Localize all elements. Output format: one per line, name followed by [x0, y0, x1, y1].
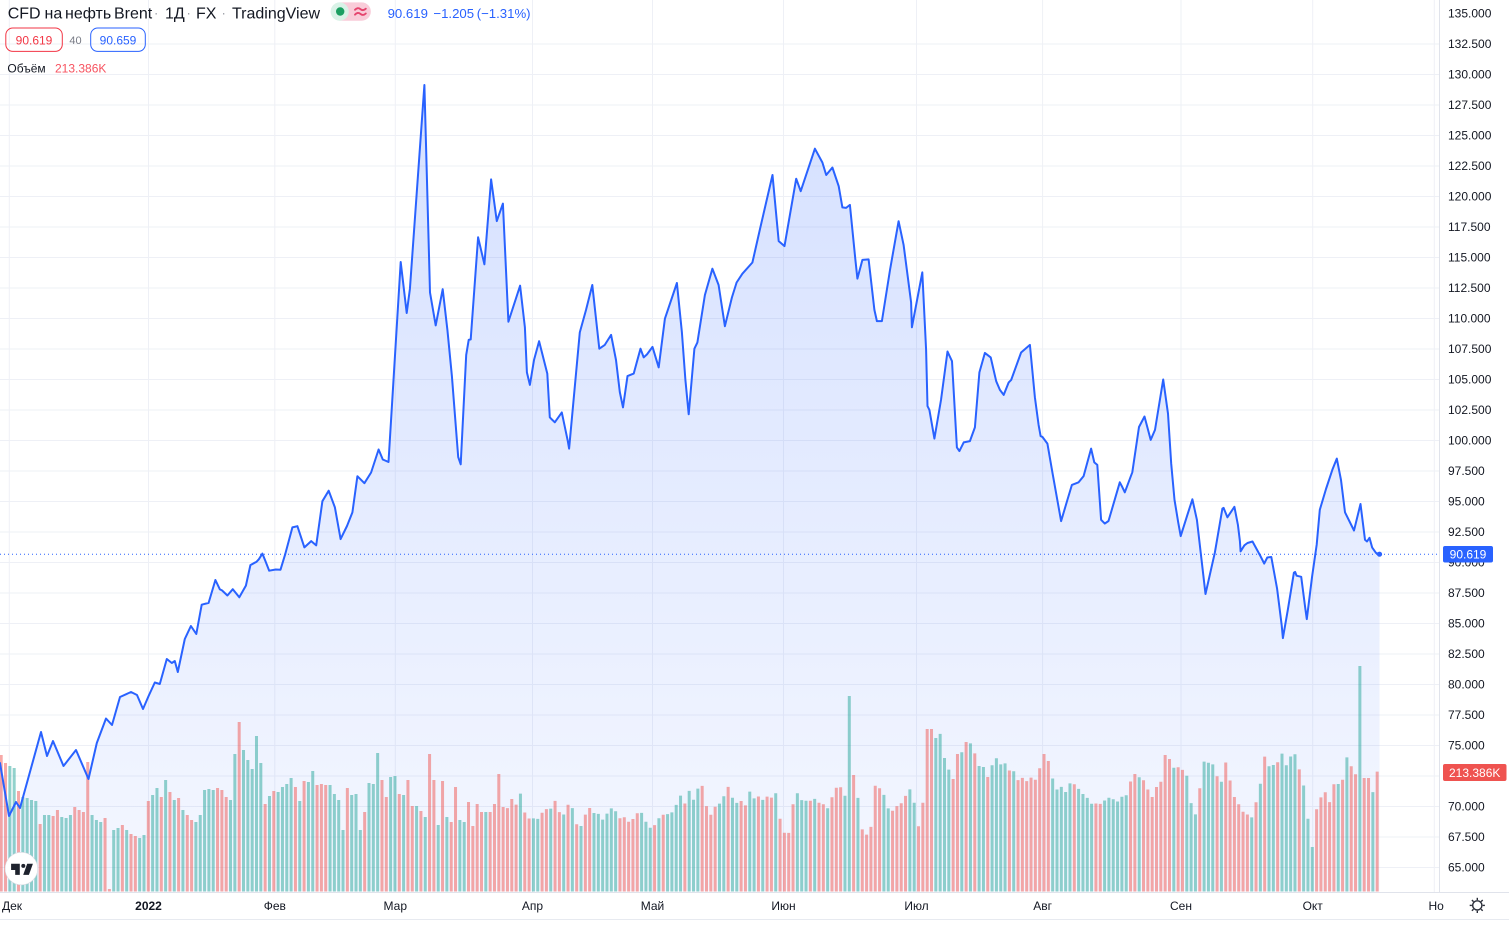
svg-text:Но: Но	[1429, 899, 1445, 913]
svg-text:105.000: 105.000	[1448, 373, 1492, 387]
svg-text:135.000: 135.000	[1448, 7, 1492, 21]
svg-text:(−1.31%): (−1.31%)	[477, 6, 531, 21]
svg-text:92.500: 92.500	[1448, 525, 1485, 539]
svg-text:·: ·	[222, 6, 226, 21]
svg-text:213.386K: 213.386K	[1449, 766, 1500, 780]
svg-text:102.500: 102.500	[1448, 403, 1492, 417]
svg-text:2022: 2022	[135, 899, 162, 913]
svg-text:107.500: 107.500	[1448, 342, 1492, 356]
svg-text:95.000: 95.000	[1448, 495, 1485, 509]
svg-text:120.000: 120.000	[1448, 190, 1492, 204]
svg-text:90.659: 90.659	[100, 33, 137, 47]
svg-text:Июн: Июн	[771, 899, 795, 913]
svg-text:Brent: Brent	[114, 6, 153, 23]
svg-text:Мар: Мар	[384, 899, 408, 913]
svg-text:Объём: Объём	[7, 62, 45, 76]
svg-text:87.500: 87.500	[1448, 586, 1485, 600]
svg-text:Сен: Сен	[1170, 899, 1192, 913]
svg-text:130.000: 130.000	[1448, 68, 1492, 82]
svg-text:1Д: 1Д	[165, 6, 185, 23]
svg-text:122.500: 122.500	[1448, 159, 1492, 173]
svg-text:CFD: CFD	[8, 6, 41, 23]
svg-text:125.000: 125.000	[1448, 129, 1492, 143]
svg-text:Май: Май	[641, 899, 665, 913]
svg-text:85.000: 85.000	[1448, 617, 1485, 631]
svg-text:нефть: нефть	[65, 6, 111, 23]
svg-text:TradingView: TradingView	[232, 6, 320, 23]
svg-text:−1.205: −1.205	[433, 6, 474, 21]
svg-text:Окт: Окт	[1303, 899, 1324, 913]
svg-text:97.500: 97.500	[1448, 464, 1485, 478]
svg-text:40: 40	[69, 35, 81, 47]
svg-text:112.500: 112.500	[1448, 281, 1491, 295]
svg-text:Дек: Дек	[2, 899, 23, 913]
svg-text:127.500: 127.500	[1448, 98, 1492, 112]
svg-text:110.000: 110.000	[1448, 312, 1491, 326]
svg-text:Июл: Июл	[904, 899, 928, 913]
svg-text:FX: FX	[196, 6, 217, 23]
svg-text:Фев: Фев	[264, 899, 286, 913]
svg-text:90.619: 90.619	[16, 33, 53, 47]
svg-text:Авг: Авг	[1033, 899, 1052, 913]
svg-text:70.000: 70.000	[1448, 800, 1485, 814]
svg-text:Апр: Апр	[522, 899, 544, 913]
svg-text:80.000: 80.000	[1448, 678, 1485, 692]
svg-text:213.386K: 213.386K	[55, 62, 106, 76]
svg-text:·: ·	[154, 6, 158, 21]
svg-text:90.619: 90.619	[388, 6, 428, 21]
svg-text:115.000: 115.000	[1448, 251, 1491, 265]
svg-text:75.000: 75.000	[1448, 739, 1485, 753]
svg-text:82.500: 82.500	[1448, 647, 1485, 661]
svg-text:65.000: 65.000	[1448, 861, 1485, 875]
svg-text:67.500: 67.500	[1448, 830, 1485, 844]
svg-text:117.500: 117.500	[1448, 220, 1491, 234]
svg-text:на: на	[45, 6, 63, 23]
svg-text:132.500: 132.500	[1448, 37, 1492, 51]
svg-text:·: ·	[187, 6, 191, 21]
svg-text:77.500: 77.500	[1448, 708, 1485, 722]
svg-text:100.000: 100.000	[1448, 434, 1492, 448]
svg-text:90.619: 90.619	[1450, 548, 1487, 562]
